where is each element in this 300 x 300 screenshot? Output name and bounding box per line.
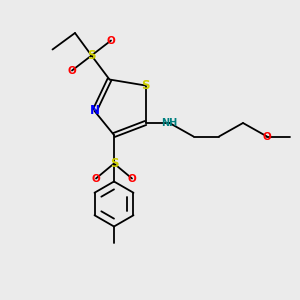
- Text: O: O: [262, 131, 272, 142]
- Text: N: N: [89, 104, 100, 118]
- Text: S: S: [87, 49, 96, 62]
- Text: O: O: [128, 173, 136, 184]
- Text: O: O: [92, 173, 100, 184]
- Text: NH: NH: [161, 118, 178, 128]
- Text: O: O: [68, 65, 76, 76]
- Text: S: S: [141, 79, 150, 92]
- Text: O: O: [106, 35, 116, 46]
- Text: S: S: [110, 157, 118, 170]
